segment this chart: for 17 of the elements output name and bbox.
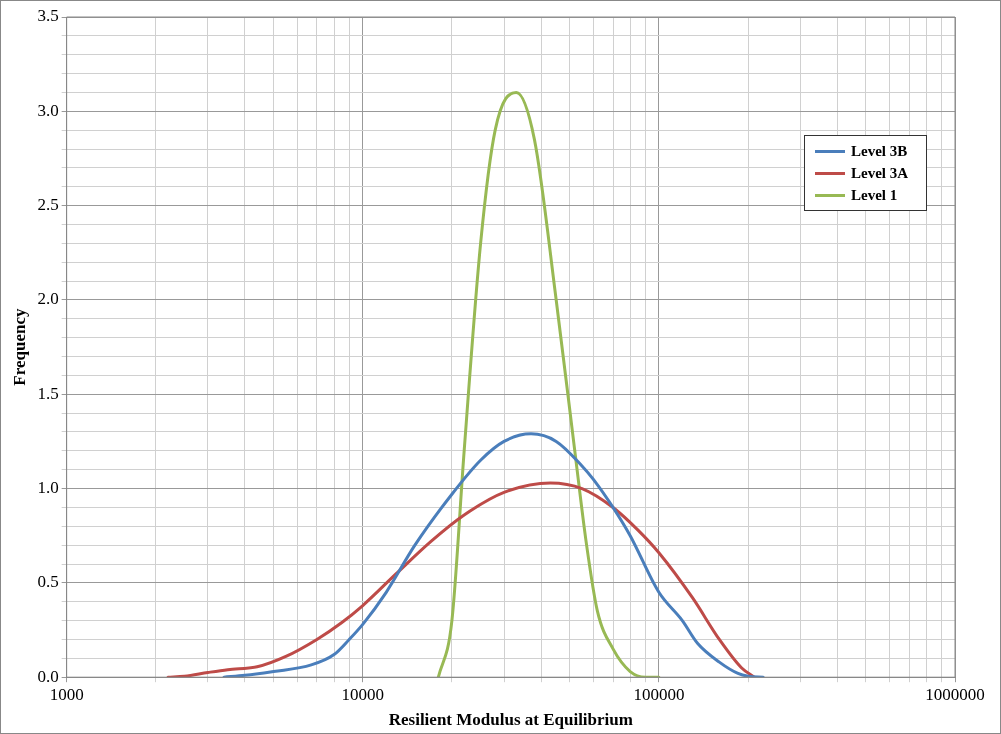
y-tick-label: 3.5 xyxy=(37,6,59,26)
y-tick-label: 1.0 xyxy=(37,478,59,498)
x-tick-label: 1000000 xyxy=(925,684,985,704)
y-tick-label: 1.5 xyxy=(37,383,59,403)
y-tick-label: 3.0 xyxy=(37,100,59,120)
x-axis-title: Resilient Modulus at Equilibrium xyxy=(388,710,633,730)
y-tick-label: 0.0 xyxy=(37,666,59,686)
y-tick-label: 2.0 xyxy=(37,289,59,309)
legend-label: Level 3A xyxy=(851,164,909,182)
legend-label: Level 1 xyxy=(851,186,898,204)
y-tick-label: 0.5 xyxy=(37,572,59,592)
legend-label: Level 3B xyxy=(851,142,908,160)
x-tick-label: 1000 xyxy=(49,684,84,704)
x-tick-label: 10000 xyxy=(341,684,385,704)
x-tick-label: 100000 xyxy=(633,684,685,704)
y-axis-title: Frequency xyxy=(9,308,29,386)
y-tick-label: 2.5 xyxy=(37,195,59,215)
